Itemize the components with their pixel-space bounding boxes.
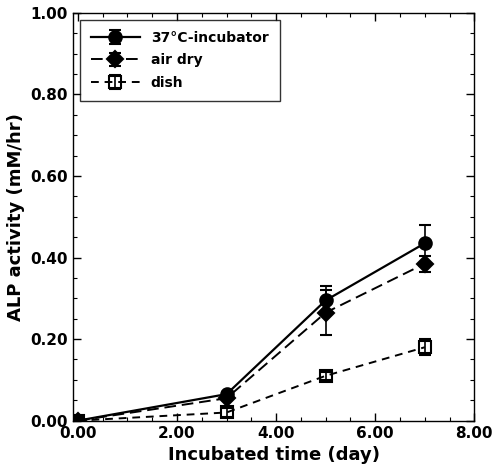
Y-axis label: ALP activity (mM/hr): ALP activity (mM/hr): [7, 113, 25, 321]
X-axis label: Incubated time (day): Incubated time (day): [168, 446, 380, 464]
Legend: 37°C-incubator, air dry, dish: 37°C-incubator, air dry, dish: [80, 20, 280, 101]
